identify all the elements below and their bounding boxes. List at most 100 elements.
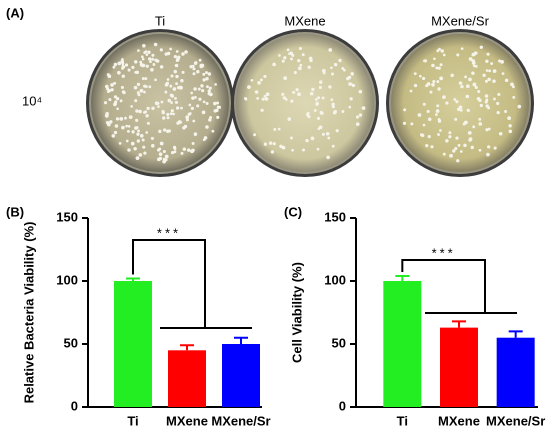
colony: [259, 78, 263, 82]
y-tick-label: 50: [332, 335, 346, 350]
colony: [114, 124, 119, 128]
colony: [250, 79, 254, 82]
colony: [151, 106, 155, 111]
colony: [511, 85, 515, 89]
colony: [109, 120, 113, 124]
colony: [180, 79, 184, 83]
colony: [335, 129, 339, 133]
colony: [121, 64, 125, 68]
colony: [423, 59, 428, 63]
colony: [118, 142, 122, 145]
colony: [425, 143, 429, 148]
colony: [485, 69, 489, 72]
colony: [504, 110, 507, 113]
colony: [128, 115, 133, 120]
colony: [247, 85, 251, 90]
colony: [497, 92, 501, 97]
colony: [517, 104, 522, 109]
colony: [510, 82, 514, 87]
colony: [173, 69, 177, 74]
colony: [211, 129, 215, 133]
colony: [485, 59, 489, 63]
colony: [496, 110, 500, 115]
colony: [113, 95, 118, 99]
colony: [139, 88, 144, 93]
significance-label: ***: [432, 245, 456, 260]
colony: [205, 76, 209, 81]
colony: [439, 63, 443, 67]
colony: [504, 78, 509, 83]
colony: [139, 63, 144, 67]
colony: [166, 112, 170, 117]
colony: [403, 108, 407, 112]
colony: [309, 58, 313, 63]
colony: [440, 49, 444, 53]
colony: [162, 116, 166, 120]
colony: [431, 63, 435, 68]
colony: [135, 118, 139, 122]
colony: [463, 143, 467, 148]
colony: [467, 131, 472, 135]
colony: [200, 88, 205, 93]
colony: [479, 103, 483, 108]
bar: [440, 327, 478, 407]
colony: [150, 144, 155, 148]
colony: [113, 130, 118, 135]
colony: [196, 104, 200, 108]
colony: [464, 120, 468, 125]
colony: [131, 130, 135, 134]
colony: [169, 47, 172, 51]
colony: [433, 57, 436, 61]
colony: [173, 55, 178, 59]
colony: [437, 118, 441, 122]
colony: [512, 95, 516, 99]
colony: [137, 129, 140, 133]
colony: [508, 129, 513, 134]
colony: [145, 64, 149, 68]
colony: [135, 70, 139, 75]
significance-bracket: [401, 259, 517, 314]
colony: [253, 133, 257, 137]
bar: [383, 281, 422, 407]
colony: [498, 131, 503, 136]
colony: [138, 153, 143, 157]
colony: [182, 147, 187, 151]
colony: [151, 57, 155, 61]
colony: [144, 110, 148, 114]
colony: [355, 115, 360, 119]
colony: [468, 138, 472, 142]
colony: [272, 142, 276, 146]
colony: [332, 111, 337, 115]
colony: [135, 109, 139, 113]
colony: [167, 98, 171, 103]
colony: [178, 85, 182, 89]
colony: [263, 94, 267, 98]
colony: [127, 125, 131, 128]
colony: [464, 75, 467, 79]
colony: [104, 101, 108, 105]
colony: [351, 83, 356, 88]
y-tick-label: 50: [64, 335, 78, 350]
colony: [311, 87, 315, 92]
colony: [282, 96, 286, 100]
y-axis-label: Cell Viability (%): [289, 262, 304, 363]
colony: [205, 71, 208, 74]
colony: [478, 117, 482, 121]
colony: [153, 42, 158, 47]
bar: [496, 337, 535, 407]
colony: [216, 101, 220, 105]
y-tick-label: 100: [324, 272, 346, 287]
colony: [318, 80, 323, 84]
colony: [272, 62, 276, 67]
colony: [429, 90, 433, 94]
colony: [419, 74, 422, 78]
colony: [190, 149, 194, 154]
colony: [468, 57, 473, 61]
colony: [121, 62, 125, 66]
colony: [333, 62, 338, 67]
colony: [432, 79, 436, 84]
plate: [89, 32, 231, 174]
colony: [456, 53, 460, 57]
colony: [114, 100, 118, 104]
colony: [460, 84, 464, 89]
